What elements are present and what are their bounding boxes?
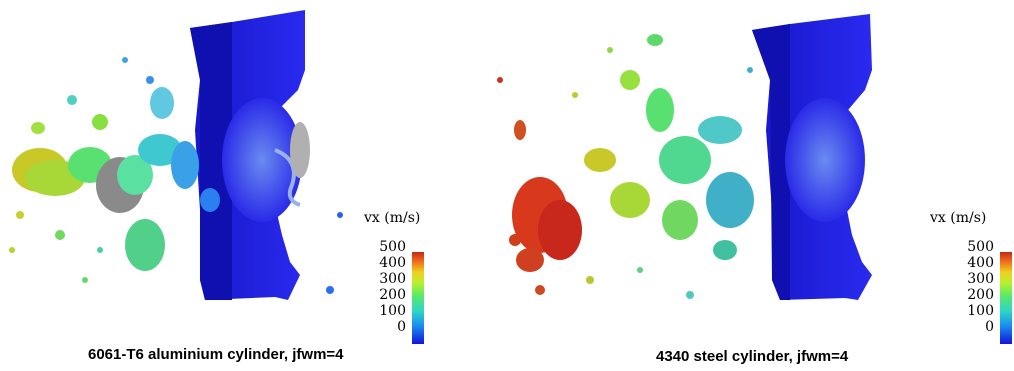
colorbar-tick: 400 bbox=[967, 255, 994, 271]
crater bbox=[785, 98, 865, 222]
colorbar-title: vx (m/s) bbox=[930, 210, 987, 226]
colorbar-gradient bbox=[412, 252, 424, 344]
debris-cloud bbox=[497, 34, 754, 299]
plate-side bbox=[190, 22, 232, 300]
left-panel: vx (m/s) 500 400 300 200 100 0 6061-T6 a… bbox=[0, 0, 470, 371]
colorbar-tick: 0 bbox=[397, 319, 406, 335]
right-panel: vx (m/s) 500 400 300 200 100 0 4340 stee… bbox=[480, 0, 1014, 371]
colorbar-tick: 200 bbox=[379, 287, 406, 303]
panel-caption: 4340 steel cylinder, jfwm=4 bbox=[656, 348, 849, 365]
crater bbox=[222, 98, 302, 222]
colorbar-tick: 500 bbox=[379, 239, 406, 255]
colorbar-tick: 300 bbox=[967, 271, 994, 287]
colorbar-tick: 0 bbox=[985, 319, 994, 335]
steel-impact-visualization bbox=[497, 14, 872, 300]
colorbar-tick: 100 bbox=[967, 303, 994, 319]
colorbar-title: vx (m/s) bbox=[364, 210, 421, 226]
colorbar-tick: 300 bbox=[379, 271, 406, 287]
panel-caption: 6061-T6 aluminium cylinder, jfwm=4 bbox=[88, 346, 344, 363]
colorbar-tick: 500 bbox=[967, 239, 994, 255]
plate-side bbox=[752, 24, 790, 300]
aluminium-impact-visualization bbox=[9, 10, 343, 300]
colorbar-tick: 200 bbox=[967, 287, 994, 303]
debris-cloud bbox=[9, 57, 343, 294]
colorbar-gradient bbox=[1000, 252, 1012, 344]
colorbar-tick: 400 bbox=[379, 255, 406, 271]
colorbar-tick: 100 bbox=[379, 303, 406, 319]
